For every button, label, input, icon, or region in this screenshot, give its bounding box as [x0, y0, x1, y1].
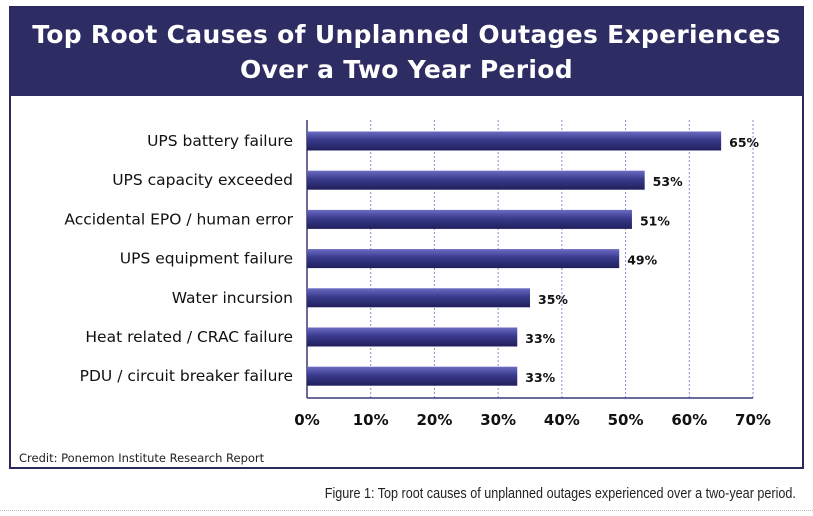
- bar: [307, 170, 645, 190]
- value-label: 35%: [538, 292, 568, 307]
- category-label: PDU / circuit breaker failure: [80, 367, 293, 385]
- chart-panel: Top Root Causes of Unplanned Outages Exp…: [9, 6, 804, 469]
- value-label: 53%: [653, 174, 683, 189]
- chart-header: Top Root Causes of Unplanned Outages Exp…: [11, 8, 802, 96]
- value-label: 65%: [729, 135, 759, 150]
- category-label: UPS capacity exceeded: [112, 171, 293, 189]
- x-tick-label: 20%: [416, 411, 452, 429]
- chart-title-line-1: Top Root Causes of Unplanned Outages Exp…: [32, 20, 781, 49]
- bar: [307, 131, 722, 151]
- credit-text: Credit: Ponemon Institute Research Repor…: [19, 451, 265, 465]
- bar: [307, 249, 620, 269]
- bottom-divider: [0, 510, 813, 511]
- category-label: UPS battery failure: [147, 132, 293, 150]
- x-tick-label: 10%: [353, 411, 389, 429]
- x-tick-label: 60%: [671, 411, 707, 429]
- value-label: 51%: [640, 213, 670, 228]
- category-label: UPS equipment failure: [120, 250, 293, 268]
- x-tick-label: 50%: [608, 411, 644, 429]
- x-tick-label: 0%: [294, 411, 319, 429]
- figure-caption: Figure 1: Top root causes of unplanned o…: [324, 485, 796, 502]
- bar: [307, 366, 518, 386]
- x-tick-label: 70%: [735, 411, 771, 429]
- category-label: Heat related / CRAC failure: [85, 328, 293, 346]
- category-label: Accidental EPO / human error: [64, 210, 293, 228]
- value-label: 33%: [525, 370, 555, 385]
- value-label: 33%: [525, 331, 555, 346]
- x-tick-label: 30%: [480, 411, 516, 429]
- category-label: Water incursion: [172, 289, 293, 307]
- bar: [307, 209, 632, 229]
- chart-title-line-2: Over a Two Year Period: [240, 55, 573, 84]
- bar: [307, 327, 518, 347]
- value-label: 49%: [627, 253, 657, 268]
- x-tick-label: 40%: [544, 411, 580, 429]
- bar-chart: 0% 10% 20% 30% 40% 50% 60% 70% UPS battery failu…: [64, 120, 771, 429]
- bar: [307, 288, 530, 308]
